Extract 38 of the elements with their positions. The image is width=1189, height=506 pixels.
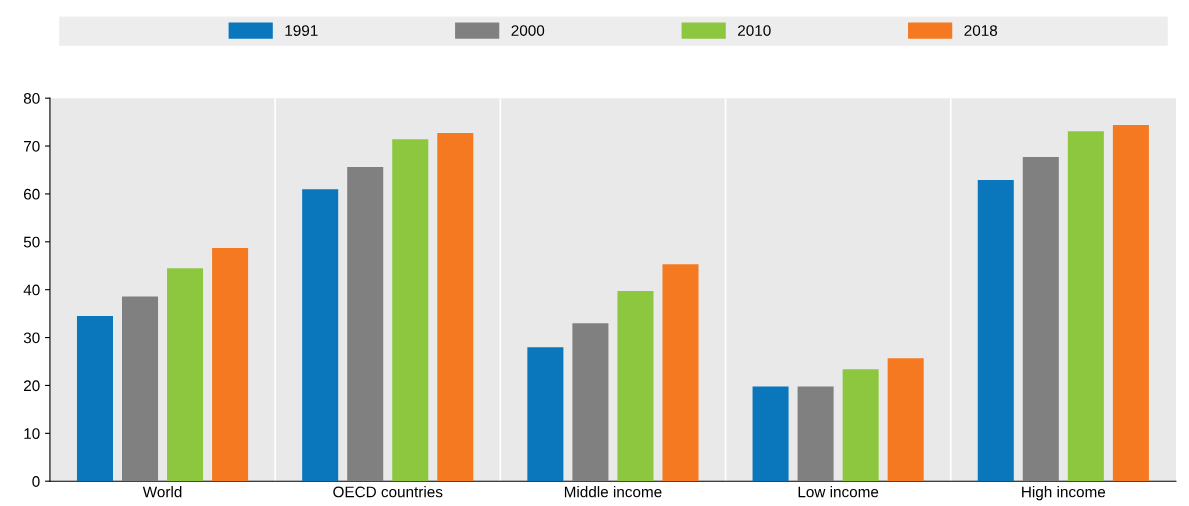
bar [527,347,564,482]
bar [392,139,429,482]
bar [752,386,789,482]
bar [347,167,384,482]
bar [1022,157,1059,482]
y-tick-label: 70 [24,140,40,152]
bar [572,323,609,482]
bar [437,133,474,482]
legend-label: 2010 [738,25,771,36]
x-tick-label: Middle income [564,486,662,498]
bar [977,180,1014,482]
bar [302,189,339,482]
bar [887,358,924,482]
bar [212,248,249,482]
x-tick-label: Low income [798,486,879,498]
x-tick-label: OECD countries [333,486,443,498]
legend-label: 1991 [285,25,318,36]
y-tick-label: 0 [32,476,40,487]
y-tick-label: 40 [23,284,40,296]
bar [167,268,204,482]
y-tick-label: 80 [23,93,40,104]
bar [1067,131,1104,482]
bar [76,316,113,482]
bar [842,369,879,482]
y-tick-label: 20 [23,380,40,392]
y-tick-label: 50 [23,236,40,248]
y-tick-label: 60 [24,188,40,200]
legend-label: 2000 [511,25,545,36]
legend-label: 2018 [964,25,998,36]
y-tick-label: 10 [24,428,40,440]
bar [797,386,834,482]
x-tick-label: High income [1022,486,1106,501]
bar [662,264,699,482]
bar [122,296,159,482]
bar [1112,124,1149,482]
x-tick-label: World [142,486,182,498]
y-tick-label: 30 [23,332,40,344]
bar [617,291,654,482]
